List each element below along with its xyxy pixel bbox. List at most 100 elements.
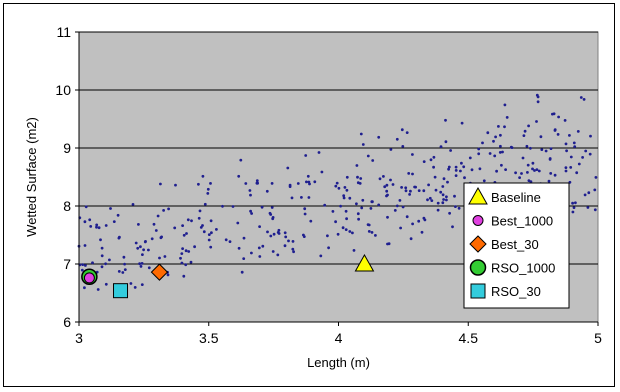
- data-point: [359, 132, 363, 136]
- data-point: [271, 217, 275, 221]
- data-point: [344, 209, 348, 213]
- data-point: [499, 144, 502, 148]
- data-point: [577, 162, 581, 166]
- data-point: [345, 188, 349, 192]
- data-point: [547, 179, 551, 183]
- data-point: [309, 219, 313, 223]
- data-point: [303, 207, 307, 211]
- data-point: [398, 199, 402, 202]
- data-point: [576, 130, 580, 133]
- data-point: [117, 270, 121, 273]
- data-point: [104, 262, 107, 266]
- legend-entry: RSO_30: [491, 284, 541, 299]
- data-point: [117, 236, 121, 240]
- data-point: [582, 98, 586, 101]
- data-point: [100, 254, 104, 258]
- data-point: [356, 175, 359, 179]
- data-point: [147, 248, 150, 252]
- data-point: [360, 206, 364, 210]
- data-point: [96, 288, 100, 291]
- data-point: [411, 172, 414, 176]
- data-point: [147, 266, 151, 270]
- data-point: [257, 246, 261, 250]
- data-point: [439, 145, 443, 149]
- data-point: [492, 139, 495, 143]
- legend-entry: Best_1000: [491, 214, 553, 229]
- data-point: [203, 202, 207, 206]
- data-point: [481, 141, 484, 145]
- data-point: [584, 149, 588, 153]
- data-point: [344, 228, 348, 232]
- data-point: [414, 185, 417, 189]
- data-point: [121, 271, 125, 274]
- data-point: [366, 154, 370, 158]
- data-point: [548, 157, 552, 160]
- data-point: [209, 219, 213, 223]
- data-point: [84, 205, 88, 209]
- data-point: [206, 192, 210, 195]
- data-point: [405, 131, 409, 135]
- data-point: [284, 235, 288, 239]
- data-point: [271, 250, 275, 253]
- data-point: [91, 261, 94, 265]
- data-point: [342, 196, 346, 200]
- marker-rso-30: [113, 283, 129, 299]
- data-point: [156, 214, 160, 218]
- data-point: [100, 265, 104, 269]
- data-point: [370, 231, 374, 234]
- data-point: [131, 203, 135, 206]
- data-point: [486, 131, 490, 135]
- data-point: [276, 253, 280, 257]
- data-point: [549, 147, 553, 151]
- data-point: [154, 229, 158, 232]
- data-point: [139, 245, 142, 249]
- data-point: [236, 221, 240, 225]
- data-point: [526, 171, 529, 174]
- data-point: [537, 169, 541, 173]
- data-point: [411, 153, 414, 156]
- x-tick-label: 3.5: [199, 330, 219, 346]
- data-point: [250, 251, 253, 255]
- data-point: [287, 239, 290, 243]
- data-point: [518, 176, 521, 180]
- data-point: [564, 142, 568, 146]
- data-point: [447, 165, 451, 169]
- data-point: [436, 201, 440, 205]
- data-point: [206, 187, 210, 191]
- data-point: [323, 203, 327, 207]
- data-point: [345, 175, 349, 179]
- data-point: [448, 211, 451, 215]
- legend: Baseline Best_1000 Best_30 RSO_1000 RSO_30: [463, 182, 570, 309]
- data-point: [201, 174, 205, 178]
- data-point: [167, 207, 171, 211]
- data-point: [525, 144, 529, 148]
- data-point: [553, 129, 557, 132]
- data-point: [84, 264, 87, 267]
- data-point: [460, 161, 463, 165]
- data-point: [385, 189, 389, 193]
- data-point: [142, 248, 146, 252]
- data-point: [497, 125, 500, 128]
- data-point: [477, 147, 481, 151]
- data-point: [531, 161, 535, 165]
- data-point: [139, 265, 143, 268]
- data-point: [89, 225, 93, 228]
- legend-entry: RSO_1000: [491, 261, 555, 276]
- data-point: [536, 95, 540, 99]
- data-point: [291, 247, 295, 251]
- data-cloud: [77, 93, 598, 291]
- data-point: [569, 166, 573, 169]
- data-point: [268, 211, 272, 215]
- y-tick-label: 7: [63, 256, 71, 272]
- data-point: [237, 246, 241, 250]
- data-point: [371, 159, 375, 162]
- legend-marker-best-30: [469, 235, 487, 253]
- data-point: [571, 210, 575, 214]
- data-point: [83, 244, 87, 247]
- data-point: [104, 282, 108, 286]
- data-point: [526, 163, 530, 167]
- data-point: [197, 216, 201, 220]
- data-point: [539, 135, 543, 139]
- data-point: [553, 173, 557, 177]
- data-point: [504, 168, 507, 172]
